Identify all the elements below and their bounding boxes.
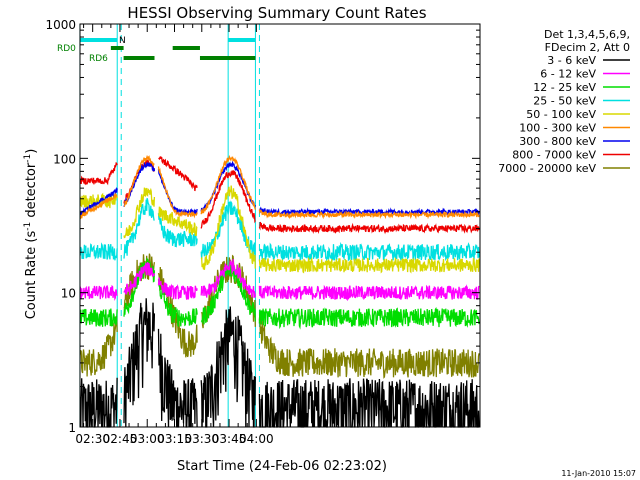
x-tick-label: 04:00 <box>239 432 274 446</box>
legend-entry-label: 3 - 6 keV <box>547 54 596 67</box>
rd6-flag-label: RD6 <box>89 54 108 64</box>
rd6-flag-bar <box>123 56 155 60</box>
legend-header-line: Det 1,3,4,5,6,9, <box>544 28 630 41</box>
rd0-flag-bar <box>110 46 124 50</box>
legend-entry-label: 12 - 25 keV <box>533 81 596 94</box>
series-line-300-800keV <box>79 160 480 217</box>
rd0-flag-bar <box>172 46 200 50</box>
series-line-6-12keV <box>79 259 480 302</box>
x-tick-label: 03:30 <box>184 432 219 446</box>
series-line-25-50keV <box>79 198 480 263</box>
x-tick-label: 02:45 <box>103 432 138 446</box>
rd6-flag-bar <box>199 56 256 60</box>
series-line-50-100keV <box>79 185 480 274</box>
legend-entry-label: 100 - 300 keV <box>519 122 596 135</box>
rd0-flag-label: RD0 <box>57 44 76 54</box>
y-tick-label: 10 <box>61 287 76 301</box>
legend-entry-label: 25 - 50 keV <box>533 95 596 108</box>
legend-entry-label: 7000 - 20000 keV <box>498 162 596 175</box>
x-axis-label: Start Time (24-Feb-06 02:23:02) <box>177 459 387 474</box>
night-flag-label: N <box>119 36 126 46</box>
x-tick-label: 03:45 <box>212 432 247 446</box>
x-tick-label: 03:15 <box>157 432 192 446</box>
legend: Det 1,3,4,5,6,9,FDecim 2, Att 03 - 6 keV… <box>498 28 630 175</box>
legend-entry-label: 800 - 7000 keV <box>512 149 596 162</box>
footer-date: 11-Jan-2010 15:07 <box>561 469 636 478</box>
legend-entry-label: 50 - 100 keV <box>526 108 596 121</box>
chart-title: HESSI Observing Summary Count Rates <box>127 4 426 22</box>
plot-area: N RD0 RD6 <box>57 24 480 428</box>
series-line-3-6keV <box>79 298 480 428</box>
plot-frame <box>79 23 481 428</box>
night-flag-bar <box>228 38 256 42</box>
y-axis-label: Count Rate (s-1 detector-1) <box>23 149 39 320</box>
y-tick-label: 100 <box>53 152 76 166</box>
x-tick-label: 02:30 <box>75 432 110 446</box>
series-line-100-300keV <box>79 154 480 220</box>
y-tick-label: 1 <box>68 421 76 435</box>
legend-header-line: FDecim 2, Att 0 <box>545 41 630 54</box>
y-tick-label: 1000 <box>45 18 76 32</box>
legend-entry-label: 6 - 12 keV <box>540 68 596 81</box>
legend-entry-label: 300 - 800 keV <box>519 135 596 148</box>
night-flag-bar <box>79 38 118 42</box>
x-tick-label: 03:00 <box>130 432 165 446</box>
